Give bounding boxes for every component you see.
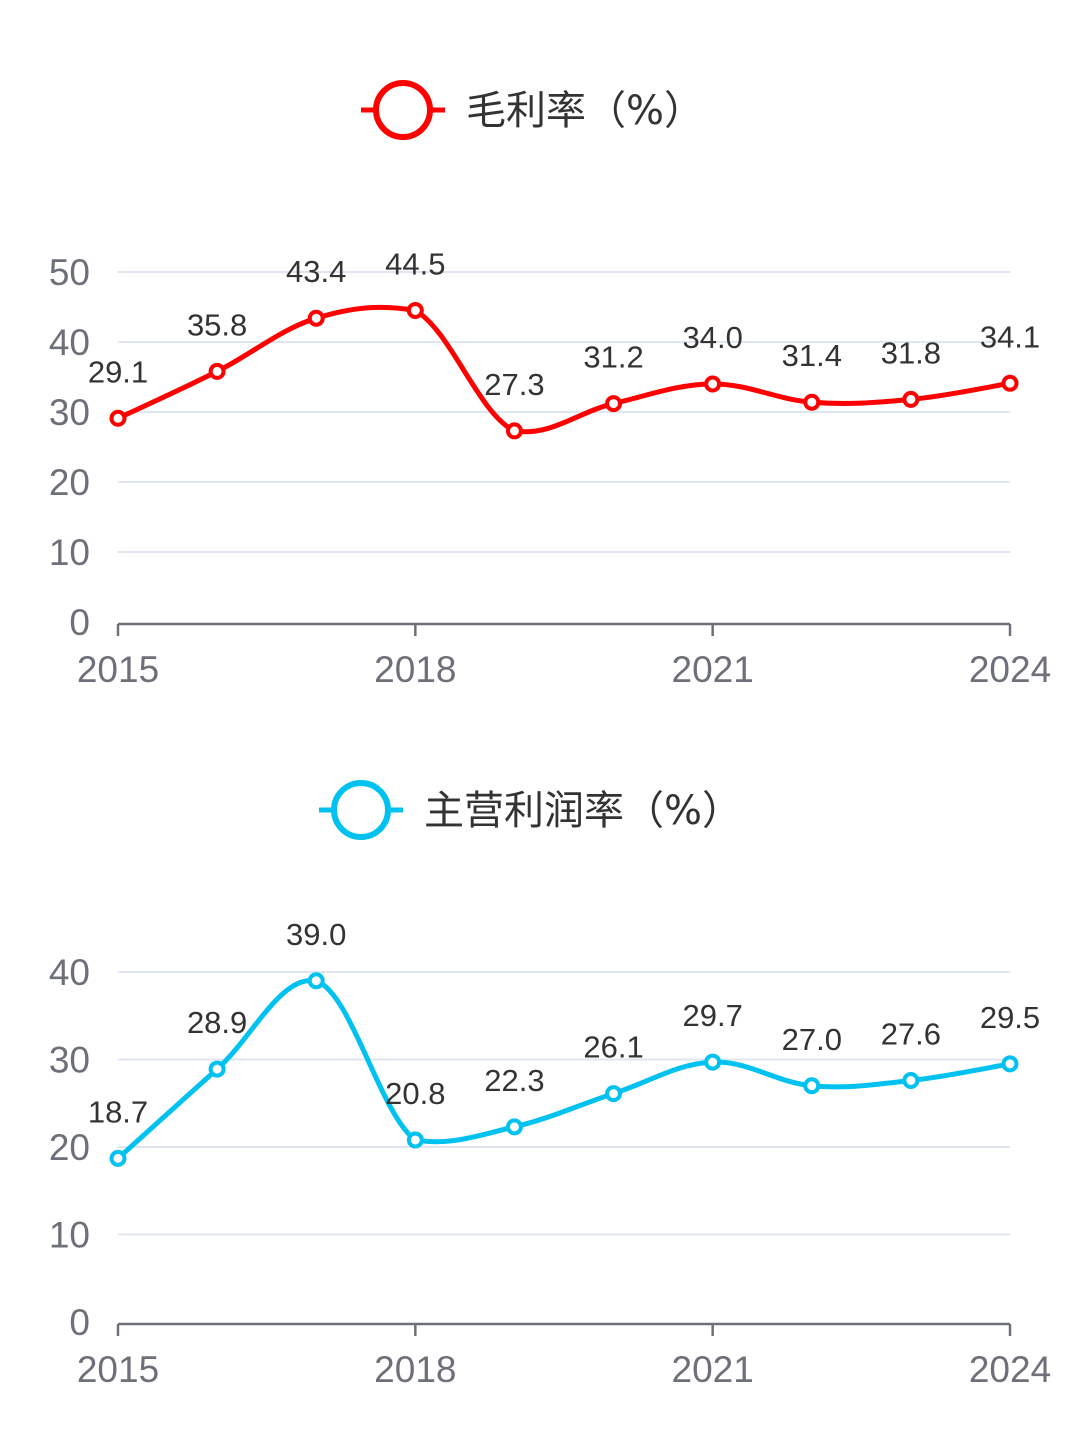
data-point[interactable]: [1001, 374, 1019, 392]
data-label: 27.0: [782, 1022, 842, 1057]
series-line: [115, 304, 1013, 435]
chart-1: 毛利率（%） 0 10 20 30 40 50 2015 2018 2021 2024 29.1 35.…: [49, 80, 1051, 690]
data-point[interactable]: [208, 1060, 226, 1078]
x-tick-label: 2018: [374, 649, 456, 690]
data-label: 18.7: [88, 1094, 148, 1129]
data-point[interactable]: [307, 972, 325, 990]
y-tick-label: 10: [49, 532, 90, 573]
y-tick-label: 50: [49, 252, 90, 293]
data-label: 31.8: [881, 335, 941, 370]
data-point[interactable]: [605, 395, 623, 413]
data-label: 31.2: [583, 340, 643, 375]
y-tick-label: 20: [49, 462, 90, 503]
data-label: 39.0: [286, 917, 346, 952]
chart-1-x-axis: 2015 2018 2021 2024: [77, 622, 1051, 690]
data-point[interactable]: [406, 1131, 424, 1149]
data-point[interactable]: [109, 409, 127, 427]
series-line: [115, 978, 1013, 1161]
data-point[interactable]: [902, 390, 920, 408]
data-label: 29.7: [682, 998, 742, 1033]
x-tick-label: 2024: [969, 1349, 1051, 1390]
legend-label: 毛利率（%）: [466, 88, 704, 134]
data-label: 27.3: [484, 367, 544, 402]
data-point[interactable]: [605, 1085, 623, 1103]
chart-2-points: 18.7 28.9 39.0 20.8 22.3 26.1 29.7 27.0 27.6 29.5: [88, 917, 1040, 1167]
data-point[interactable]: [1001, 1055, 1019, 1073]
data-label: 20.8: [385, 1076, 445, 1111]
y-tick-label: 30: [49, 392, 90, 433]
data-point[interactable]: [803, 1077, 821, 1095]
data-point[interactable]: [704, 375, 722, 393]
chart-1-points: 29.1 35.8 43.4 44.5 27.3 31.2 34.0 31.4 31.8 34.1: [88, 247, 1040, 440]
data-label: 43.4: [286, 254, 346, 289]
data-point[interactable]: [704, 1053, 722, 1071]
data-label: 35.8: [187, 307, 247, 342]
chart-2-legend[interactable]: 主营利润率（%）: [319, 780, 742, 840]
y-tick-label: 0: [69, 1302, 90, 1343]
data-label: 34.0: [682, 320, 742, 355]
y-tick-label: 20: [49, 1127, 90, 1168]
legend-label: 主营利润率（%）: [424, 788, 742, 834]
x-tick-label: 2018: [374, 1349, 456, 1390]
chart-2-x-axis: 2015 2018 2021 2024: [77, 1322, 1051, 1390]
y-tick-label: 40: [49, 322, 90, 363]
y-tick-label: 30: [49, 1040, 90, 1081]
data-point[interactable]: [505, 422, 523, 440]
legend-circle-icon: [331, 780, 391, 840]
data-label: 22.3: [484, 1063, 544, 1098]
x-tick-label: 2021: [672, 1349, 754, 1390]
data-label: 29.1: [88, 354, 148, 389]
data-point[interactable]: [505, 1118, 523, 1136]
data-point[interactable]: [208, 362, 226, 380]
y-tick-label: 40: [49, 952, 90, 993]
x-tick-label: 2021: [672, 649, 754, 690]
x-tick-label: 2024: [969, 649, 1051, 690]
chart-2: 主营利润率（%） 0 10 20 30 40 2015 2018 2021 2024 18.7 28.…: [49, 780, 1051, 1390]
data-label: 31.4: [782, 338, 842, 373]
data-label: 27.6: [881, 1017, 941, 1052]
legend-circle-icon: [373, 80, 433, 140]
data-point[interactable]: [307, 309, 325, 327]
x-tick-label: 2015: [77, 1349, 159, 1390]
x-tick-label: 2015: [77, 649, 159, 690]
data-point[interactable]: [406, 302, 424, 319]
data-label: 26.1: [583, 1030, 643, 1065]
y-tick-label: 0: [69, 602, 90, 643]
data-label: 28.9: [187, 1005, 247, 1040]
y-tick-label: 10: [49, 1215, 90, 1256]
data-label: 34.1: [980, 319, 1040, 354]
data-point[interactable]: [109, 1149, 127, 1167]
data-point[interactable]: [902, 1072, 920, 1089]
data-point[interactable]: [803, 393, 821, 411]
data-label: 44.5: [385, 247, 445, 282]
data-label: 29.5: [980, 1000, 1040, 1035]
chart-2-grid: 0 10 20 30 40: [49, 952, 1010, 1343]
chart-1-legend[interactable]: 毛利率（%）: [361, 80, 704, 140]
